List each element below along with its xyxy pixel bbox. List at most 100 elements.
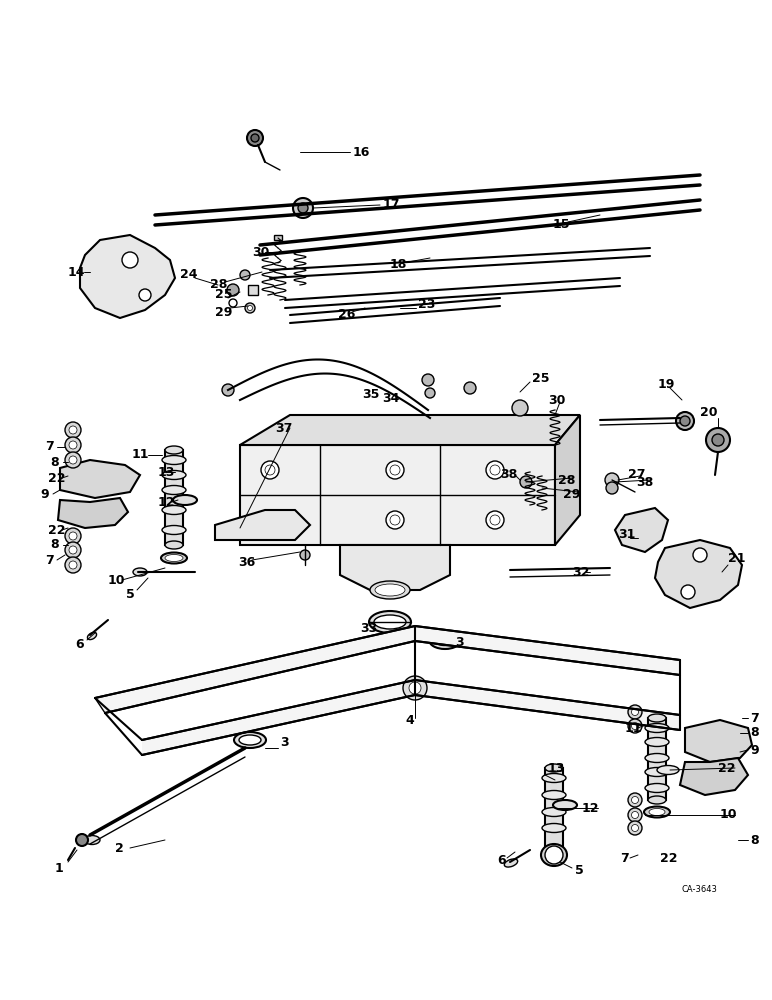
Text: 7: 7 (45, 440, 54, 454)
Circle shape (486, 461, 504, 479)
Circle shape (76, 834, 88, 846)
Ellipse shape (542, 774, 566, 782)
Text: 25: 25 (532, 371, 550, 384)
Text: 31: 31 (618, 528, 635, 542)
Text: 8: 8 (50, 456, 59, 468)
Text: 3: 3 (280, 736, 289, 748)
Ellipse shape (649, 808, 665, 816)
Circle shape (409, 682, 421, 694)
Circle shape (606, 482, 618, 494)
Polygon shape (415, 626, 680, 675)
Circle shape (65, 542, 81, 558)
Circle shape (65, 557, 81, 573)
Ellipse shape (239, 735, 261, 745)
Polygon shape (555, 415, 580, 545)
Circle shape (300, 550, 310, 560)
Ellipse shape (165, 554, 183, 562)
Circle shape (425, 388, 435, 398)
Text: 9: 9 (750, 744, 759, 756)
Ellipse shape (161, 552, 187, 564)
Circle shape (631, 708, 638, 716)
Polygon shape (240, 415, 580, 445)
Ellipse shape (234, 732, 266, 748)
Ellipse shape (369, 611, 411, 633)
Text: CA-3643: CA-3643 (682, 886, 718, 894)
Text: 28: 28 (210, 278, 228, 292)
Circle shape (628, 821, 642, 835)
Ellipse shape (429, 631, 461, 649)
Ellipse shape (370, 581, 410, 599)
Circle shape (65, 452, 81, 468)
Polygon shape (655, 540, 742, 608)
Polygon shape (95, 626, 415, 713)
Text: 36: 36 (238, 556, 256, 568)
Ellipse shape (645, 768, 669, 776)
Ellipse shape (162, 456, 186, 464)
Text: 11: 11 (625, 722, 642, 734)
Text: 7: 7 (620, 852, 628, 864)
Polygon shape (648, 718, 666, 800)
Ellipse shape (162, 486, 186, 494)
Text: 35: 35 (362, 388, 379, 401)
Polygon shape (80, 235, 175, 318)
Ellipse shape (162, 526, 186, 534)
Text: 5: 5 (126, 588, 135, 601)
Circle shape (628, 705, 642, 719)
Ellipse shape (173, 495, 197, 505)
Circle shape (69, 532, 77, 540)
Circle shape (261, 511, 279, 529)
Polygon shape (415, 680, 680, 730)
Circle shape (69, 456, 77, 464)
Text: 25: 25 (215, 288, 232, 302)
Circle shape (422, 374, 434, 386)
Circle shape (676, 412, 694, 430)
Ellipse shape (545, 764, 563, 772)
Text: 29: 29 (563, 488, 581, 502)
Circle shape (390, 465, 400, 475)
Ellipse shape (657, 766, 679, 774)
Text: 19: 19 (658, 378, 676, 391)
Circle shape (245, 303, 255, 313)
Text: 28: 28 (558, 474, 575, 487)
Text: 38: 38 (636, 476, 653, 488)
Text: 6: 6 (497, 854, 506, 866)
Circle shape (486, 511, 504, 529)
Text: 18: 18 (390, 258, 408, 271)
Ellipse shape (84, 836, 100, 844)
Text: 29: 29 (215, 306, 232, 318)
Polygon shape (274, 235, 282, 240)
Circle shape (229, 299, 237, 307)
Text: 26: 26 (338, 308, 355, 322)
Ellipse shape (87, 632, 96, 640)
Circle shape (261, 461, 279, 479)
Polygon shape (58, 498, 128, 528)
Text: 30: 30 (252, 245, 269, 258)
Ellipse shape (645, 738, 669, 746)
Ellipse shape (644, 806, 670, 818)
Ellipse shape (645, 784, 669, 792)
Circle shape (69, 426, 77, 434)
Text: 13: 13 (548, 762, 565, 774)
Circle shape (222, 384, 234, 396)
Circle shape (265, 515, 275, 525)
Circle shape (69, 441, 77, 449)
Polygon shape (680, 758, 748, 795)
Text: 22: 22 (48, 524, 66, 536)
Polygon shape (142, 680, 415, 755)
Circle shape (298, 203, 308, 213)
Polygon shape (615, 508, 668, 552)
Ellipse shape (542, 790, 566, 800)
Ellipse shape (645, 724, 669, 732)
Circle shape (520, 476, 532, 488)
Ellipse shape (133, 568, 147, 576)
Circle shape (712, 434, 724, 446)
Text: 27: 27 (628, 468, 645, 481)
Circle shape (681, 585, 695, 599)
Text: 2: 2 (115, 842, 124, 854)
Ellipse shape (648, 714, 666, 722)
Circle shape (490, 515, 500, 525)
Text: 7: 7 (750, 712, 759, 724)
Text: 15: 15 (553, 219, 571, 232)
Circle shape (693, 548, 707, 562)
Text: 22: 22 (660, 852, 678, 864)
